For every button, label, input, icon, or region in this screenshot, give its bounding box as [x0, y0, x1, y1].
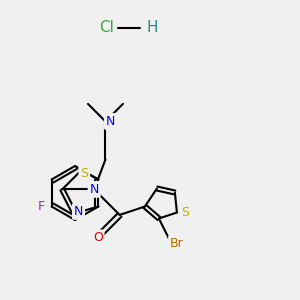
Text: Cl: Cl	[100, 20, 114, 35]
Text: N: N	[106, 115, 115, 128]
Text: S: S	[80, 167, 88, 180]
Text: H: H	[146, 20, 158, 35]
Text: F: F	[38, 200, 45, 213]
Text: Br: Br	[170, 237, 184, 250]
Text: O: O	[93, 231, 103, 244]
Text: N: N	[74, 205, 83, 218]
Text: N: N	[89, 183, 99, 196]
Text: S: S	[181, 206, 189, 219]
